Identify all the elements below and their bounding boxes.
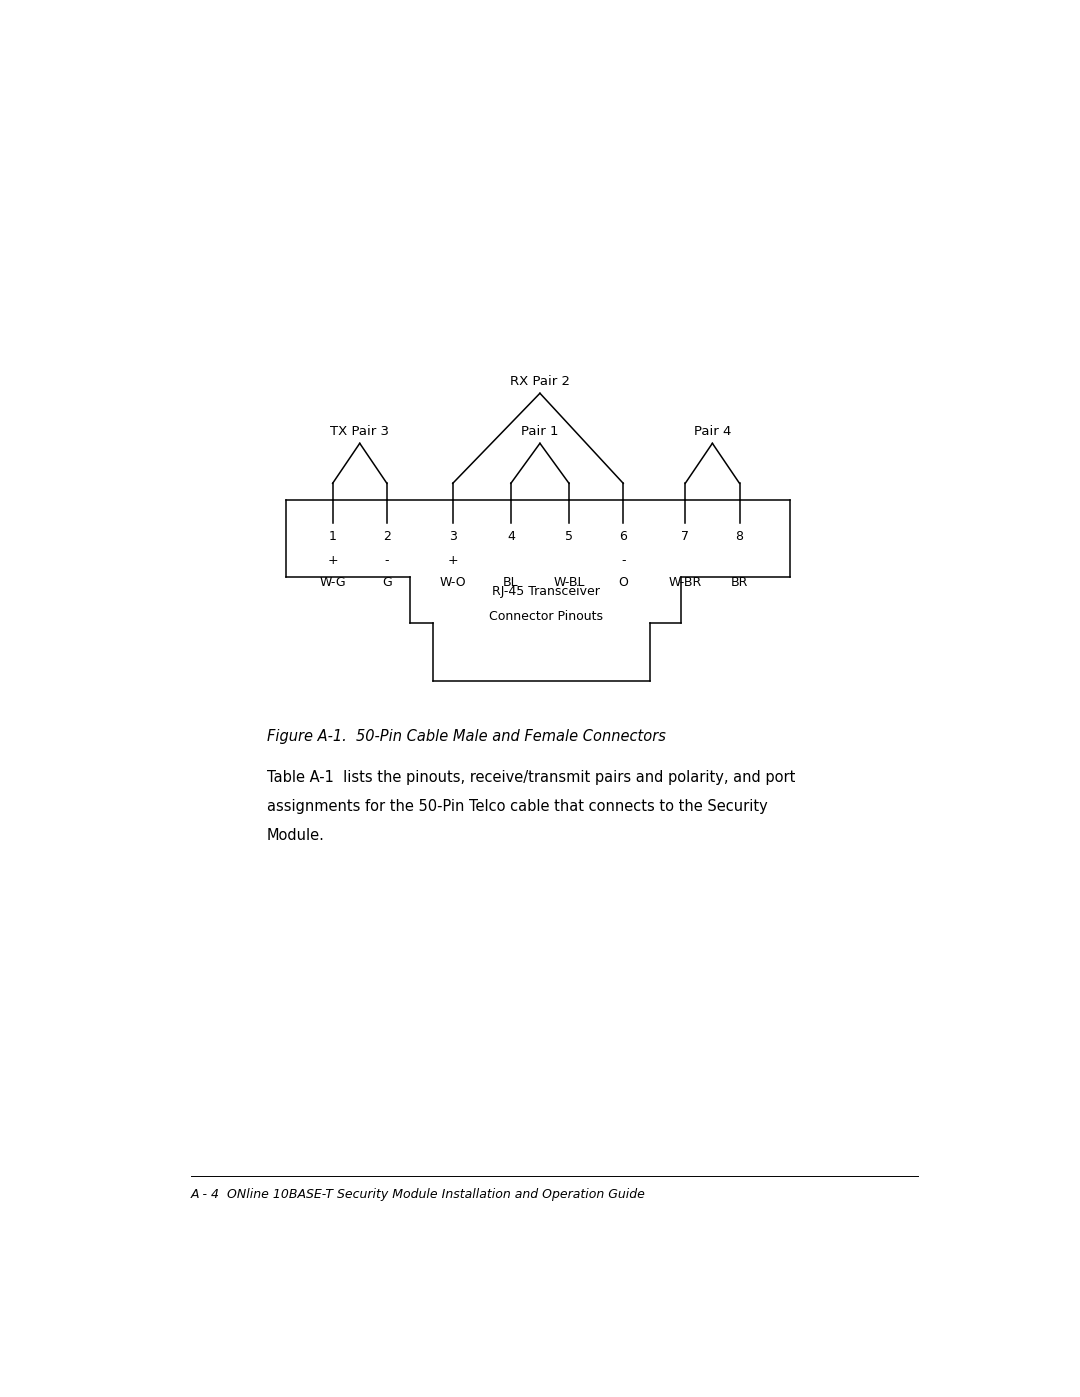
Text: O: O <box>619 576 629 588</box>
Text: +: + <box>447 555 458 567</box>
Text: G: G <box>382 576 392 588</box>
Text: Pair 4: Pair 4 <box>693 425 731 437</box>
Text: 7: 7 <box>681 529 689 542</box>
Text: assignments for the 50-Pin Telco cable that connects to the Security: assignments for the 50-Pin Telco cable t… <box>267 799 768 814</box>
Text: -: - <box>384 555 389 567</box>
Text: RJ-45 Transceiver: RJ-45 Transceiver <box>491 585 599 598</box>
Text: W-BL: W-BL <box>553 576 584 588</box>
Text: 1: 1 <box>328 529 337 542</box>
Text: TX Pair 3: TX Pair 3 <box>330 425 389 437</box>
Text: BL: BL <box>503 576 518 588</box>
Text: W-O: W-O <box>440 576 467 588</box>
Text: Figure A-1.  50-Pin Cable Male and Female Connectors: Figure A-1. 50-Pin Cable Male and Female… <box>267 729 665 745</box>
Text: -: - <box>621 555 625 567</box>
Text: BR: BR <box>731 576 748 588</box>
Text: Pair 1: Pair 1 <box>522 425 558 437</box>
Text: W-BR: W-BR <box>669 576 702 588</box>
Text: A - 4  ONline 10BASE-T Security Module Installation and Operation Guide: A - 4 ONline 10BASE-T Security Module In… <box>191 1187 646 1201</box>
Text: 3: 3 <box>449 529 457 542</box>
Text: 6: 6 <box>619 529 627 542</box>
Text: 5: 5 <box>565 529 573 542</box>
Text: Module.: Module. <box>267 828 325 844</box>
Text: 8: 8 <box>735 529 743 542</box>
Text: +: + <box>327 555 338 567</box>
Text: Table A-1  lists the pinouts, receive/transmit pairs and polarity, and port: Table A-1 lists the pinouts, receive/tra… <box>267 770 795 785</box>
Text: 4: 4 <box>507 529 515 542</box>
Text: W-G: W-G <box>320 576 346 588</box>
Text: Connector Pinouts: Connector Pinouts <box>489 609 603 623</box>
Text: RX Pair 2: RX Pair 2 <box>510 374 570 388</box>
Text: 2: 2 <box>383 529 391 542</box>
